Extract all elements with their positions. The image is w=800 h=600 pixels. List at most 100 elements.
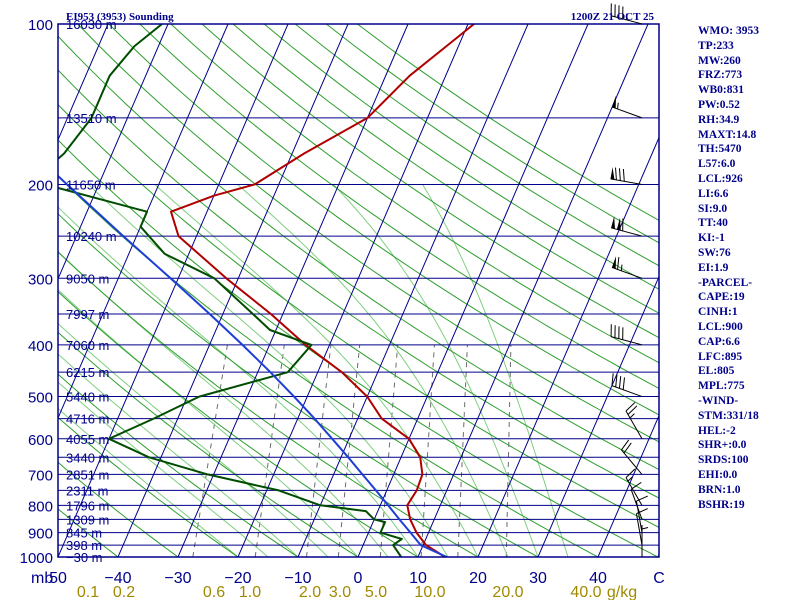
wind-barb-full bbox=[625, 468, 636, 478]
mixing-ratio-label: 2.0 bbox=[299, 584, 321, 600]
isotherm bbox=[58, 24, 109, 142]
height-label: 6215 m bbox=[66, 365, 109, 380]
wind-barb-full bbox=[622, 168, 625, 182]
side-panel-item: EI:1.9 bbox=[698, 261, 729, 274]
wind-barb-staff bbox=[621, 449, 643, 475]
side-panel-item: MPL:775 bbox=[698, 380, 745, 393]
side-panel-item: SW:76 bbox=[698, 246, 731, 259]
isotherm bbox=[297, 24, 529, 557]
wind-barb bbox=[625, 402, 643, 440]
wind-barb-half bbox=[620, 264, 623, 271]
side-panel-item: BSHR:19 bbox=[698, 498, 745, 511]
isotherm bbox=[537, 275, 659, 557]
temperature-tick-label: 10 bbox=[409, 570, 427, 587]
wind-barb-pennant bbox=[610, 167, 615, 180]
wind-barb-pennant bbox=[611, 95, 617, 109]
pressure-tick-label: 600 bbox=[28, 432, 53, 449]
wind-barb-full bbox=[618, 168, 621, 181]
side-panel-item: TT:40 bbox=[698, 217, 728, 230]
wind-barb-pennant bbox=[616, 217, 621, 231]
wind-barb-full bbox=[615, 374, 618, 388]
height-label: 7060 m bbox=[66, 338, 109, 353]
plot-frame bbox=[57, 23, 660, 558]
height-label: 1796 m bbox=[66, 498, 109, 513]
side-panel-item: WMO: 3953 bbox=[698, 25, 760, 37]
pressure-tick-label: 200 bbox=[28, 177, 53, 194]
side-panel-item: RH:34.9 bbox=[698, 113, 740, 126]
wind-barb-staff bbox=[611, 106, 643, 119]
height-label: 16030 m bbox=[66, 17, 117, 32]
isotherm bbox=[177, 24, 409, 557]
wind-barb-full bbox=[630, 481, 642, 490]
grid-layer bbox=[58, 24, 659, 557]
height-label: 3440 m bbox=[66, 450, 109, 465]
height-label: 10240 m bbox=[66, 229, 117, 244]
temperature-tick-label: −20 bbox=[224, 570, 251, 587]
pressure-axis: 100 200 300 400 500 600 700 800 900 1000 bbox=[20, 17, 53, 567]
mixing-ratio-label: 20.0 bbox=[492, 584, 523, 600]
isotherm bbox=[117, 24, 349, 557]
height-label: 398 m bbox=[66, 538, 102, 553]
wind-barb-staff bbox=[610, 178, 643, 185]
chart-title-left: EI953 (3953) Sounding bbox=[66, 11, 174, 23]
pressure-tick-label: 500 bbox=[28, 390, 53, 407]
isotherm bbox=[58, 24, 169, 281]
pressure-tick-label: 400 bbox=[28, 338, 53, 355]
pressure-tick-label: 700 bbox=[28, 467, 53, 484]
isotherm bbox=[237, 24, 469, 557]
wind-barb-full bbox=[622, 377, 625, 390]
mixing-ratio-label: 10.0 bbox=[414, 584, 445, 600]
mixing-ratio-label: 0.2 bbox=[113, 584, 135, 600]
wind-barb-staff bbox=[611, 266, 643, 279]
mixing-ratio-label: 5.0 bbox=[365, 584, 387, 600]
mixing-ratio-axis: 0.1 0.2 0.6 1.0 2.0 3.0 5.0 10.0 20.0 40.0 g/kg bbox=[77, 584, 637, 600]
isotherm bbox=[58, 24, 229, 420]
wind-barb-staff bbox=[610, 336, 643, 346]
wind-barb-full bbox=[618, 375, 622, 389]
temperature-tick-label: −30 bbox=[164, 570, 191, 587]
wind-barb-full bbox=[636, 495, 648, 502]
wind-barb-staff bbox=[625, 410, 643, 440]
pressure-tick-label: 800 bbox=[28, 498, 53, 515]
side-panel-item: L57:6.0 bbox=[698, 158, 736, 171]
temperature-tick-label: 30 bbox=[529, 570, 547, 587]
side-panel-item: BRN:1.0 bbox=[698, 483, 741, 496]
side-panel-item: SHR+:0.0 bbox=[698, 439, 747, 452]
wind-barb-full bbox=[625, 402, 636, 412]
side-panel-item: KI:-1 bbox=[698, 232, 725, 245]
side-panel-item: STM:331/18 bbox=[698, 409, 759, 422]
side-panel-item: LI:6.6 bbox=[698, 187, 729, 200]
wind-barb-full bbox=[627, 405, 638, 415]
height-label: 4055 m bbox=[66, 432, 109, 447]
side-panel-item: CINH:1 bbox=[698, 306, 738, 319]
side-panel-item: HEL:-2 bbox=[698, 424, 736, 437]
height-label: 4716 m bbox=[66, 412, 109, 427]
wind-barb-full bbox=[621, 439, 630, 451]
wind-barb bbox=[635, 495, 648, 533]
side-panel-item: WB0:831 bbox=[698, 84, 744, 97]
pressure-tick-label: 900 bbox=[28, 526, 53, 543]
side-panel-item: -PARCEL- bbox=[698, 276, 753, 289]
wind-barb-full bbox=[617, 257, 620, 270]
temperature-trace bbox=[170, 24, 475, 557]
temperature-tick-label: −40 bbox=[104, 570, 131, 587]
wind-barb-staff bbox=[635, 513, 643, 546]
wind-barb bbox=[621, 439, 643, 475]
wind-barb bbox=[611, 95, 643, 119]
side-panel-item: SI:9.0 bbox=[698, 202, 728, 215]
side-panel-item: LCL:926 bbox=[698, 172, 743, 185]
side-panel-item: PW:0.52 bbox=[698, 98, 740, 111]
mixing-ratio-label: 1.0 bbox=[239, 584, 261, 600]
wind-barb-half bbox=[627, 476, 633, 482]
side-panel-item: LCL:900 bbox=[698, 320, 743, 333]
axis-unit-mb: mb bbox=[31, 570, 53, 587]
side-panel-item: TP:233 bbox=[698, 39, 734, 52]
side-panel-item: LFC:895 bbox=[698, 350, 743, 363]
height-label: 845 m bbox=[66, 526, 102, 541]
wind-barb-half bbox=[617, 102, 619, 110]
pressure-tick-label: 100 bbox=[28, 17, 53, 34]
isotherm bbox=[58, 24, 289, 557]
height-labels: 16030 m 13510 m 11650 m 10240 m 9050 m 7997 m… bbox=[66, 17, 117, 565]
